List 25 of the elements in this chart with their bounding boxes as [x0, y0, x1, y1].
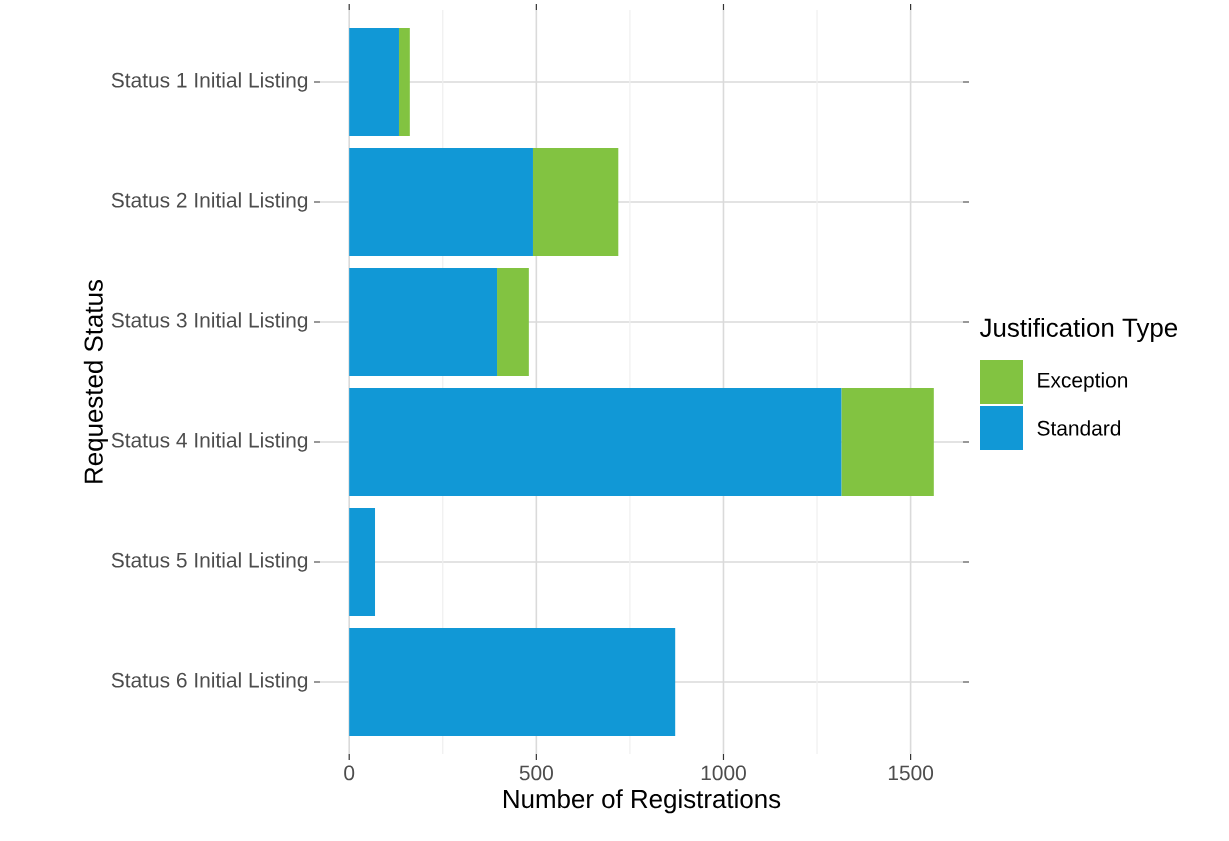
y-tick-label: Status 4 Initial Listing: [111, 432, 308, 452]
bar: [398, 27, 410, 136]
y-axis-title: Requested Status: [83, 280, 108, 483]
bar: [497, 267, 529, 376]
y-tick-label: Status 1 Initial Listing: [111, 72, 308, 92]
legend-label: Exception: [1038, 372, 1128, 392]
x-tick-label: 1000: [701, 765, 746, 781]
bar: [349, 628, 676, 736]
bar: [349, 267, 498, 376]
bar: [349, 27, 399, 136]
x-axis-title: Number of Registrations: [503, 789, 781, 814]
bar: [349, 147, 533, 256]
x-tick-label: 500: [519, 765, 553, 781]
x-tick-label: 1500: [888, 765, 934, 781]
legend-title: Justification Type: [979, 317, 1178, 343]
bar: [841, 387, 934, 496]
y-tick-label: Status 2 Initial Listing: [111, 192, 308, 212]
y-tick-label: Status 5 Initial Listing: [111, 552, 308, 572]
y-tick-label: Status 3 Initial Listing: [111, 312, 308, 332]
y-tick-label: Status 6 Initial Listing: [111, 672, 308, 692]
bar: [349, 387, 842, 496]
bar: [532, 147, 619, 256]
legend-label: Standard: [1037, 420, 1121, 436]
bar: [349, 507, 376, 616]
x-tick-label: 0: [344, 765, 355, 781]
